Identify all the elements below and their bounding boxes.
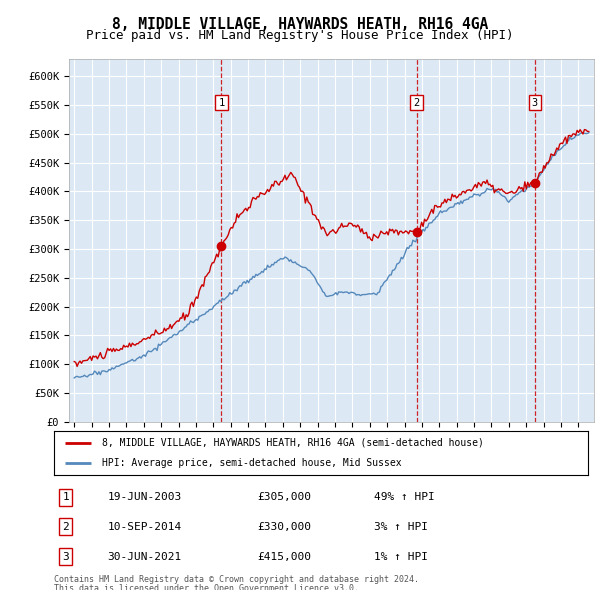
- Text: 8, MIDDLE VILLAGE, HAYWARDS HEATH, RH16 4GA: 8, MIDDLE VILLAGE, HAYWARDS HEATH, RH16 …: [112, 17, 488, 31]
- Text: Contains HM Land Registry data © Crown copyright and database right 2024.: Contains HM Land Registry data © Crown c…: [54, 575, 419, 584]
- Text: 10-SEP-2014: 10-SEP-2014: [107, 522, 182, 532]
- Text: £330,000: £330,000: [257, 522, 311, 532]
- Text: 3% ↑ HPI: 3% ↑ HPI: [374, 522, 428, 532]
- Text: £305,000: £305,000: [257, 492, 311, 502]
- Text: 8, MIDDLE VILLAGE, HAYWARDS HEATH, RH16 4GA (semi-detached house): 8, MIDDLE VILLAGE, HAYWARDS HEATH, RH16 …: [102, 438, 484, 448]
- Text: 1: 1: [62, 492, 69, 502]
- Text: Price paid vs. HM Land Registry's House Price Index (HPI): Price paid vs. HM Land Registry's House …: [86, 30, 514, 42]
- Text: 30-JUN-2021: 30-JUN-2021: [107, 552, 182, 562]
- Text: 3: 3: [532, 97, 538, 107]
- Text: 1: 1: [218, 97, 224, 107]
- Text: 3: 3: [62, 552, 69, 562]
- Text: £415,000: £415,000: [257, 552, 311, 562]
- Text: This data is licensed under the Open Government Licence v3.0.: This data is licensed under the Open Gov…: [54, 584, 359, 590]
- Text: 19-JUN-2003: 19-JUN-2003: [107, 492, 182, 502]
- Text: HPI: Average price, semi-detached house, Mid Sussex: HPI: Average price, semi-detached house,…: [102, 458, 401, 468]
- Text: 49% ↑ HPI: 49% ↑ HPI: [374, 492, 435, 502]
- Text: 2: 2: [62, 522, 69, 532]
- Text: 2: 2: [413, 97, 419, 107]
- Text: 1% ↑ HPI: 1% ↑ HPI: [374, 552, 428, 562]
